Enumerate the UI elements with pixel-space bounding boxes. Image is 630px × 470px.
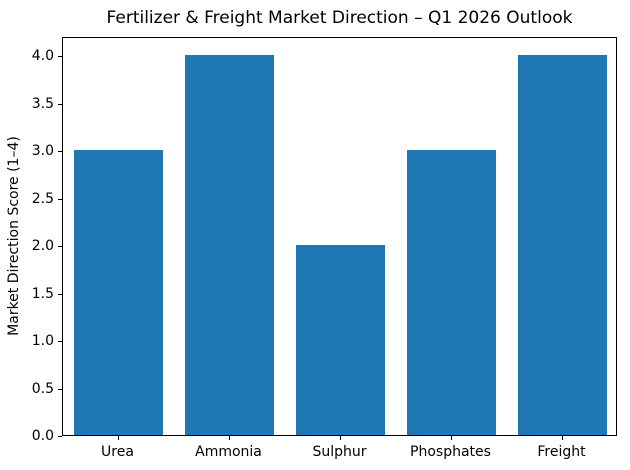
y-tick-label: 4.0 — [31, 48, 54, 64]
y-axis-label: Market Direction Score (1–4) — [6, 136, 22, 336]
y-tick-mark — [58, 198, 62, 200]
y-tick-mark — [58, 436, 62, 437]
bar-freight — [518, 55, 607, 435]
bar-urea — [74, 150, 163, 435]
y-tick-label: 1.0 — [31, 333, 54, 349]
bar-phosphates — [407, 150, 496, 435]
y-tick-mark — [58, 246, 62, 247]
plot-area — [62, 37, 617, 436]
bar-sulphur — [296, 245, 385, 435]
x-tick-mark — [228, 436, 230, 440]
y-tick-label: 2.5 — [31, 190, 54, 207]
y-tick-mark — [58, 103, 62, 105]
y-tick-label: 0.5 — [31, 380, 54, 397]
y-tick-label: 3.0 — [31, 143, 54, 159]
chart-title: Fertilizer & Freight Market Direction – … — [106, 8, 573, 28]
x-tick-label-phosphates: Phosphates — [410, 444, 491, 460]
x-tick-label-ammonia: Ammonia — [195, 444, 262, 460]
y-tick-mark — [58, 293, 62, 295]
y-tick-label: 0.0 — [31, 428, 54, 444]
y-tick-label: 1.5 — [31, 285, 54, 302]
x-tick-mark — [339, 436, 341, 440]
x-tick-label-urea: Urea — [101, 444, 134, 460]
y-tick-mark — [58, 341, 62, 342]
x-tick-label-sulphur: Sulphur — [312, 444, 367, 460]
x-tick-label-freight: Freight — [537, 444, 586, 460]
x-tick-mark — [450, 436, 452, 440]
y-tick-mark — [58, 56, 62, 57]
y-tick-mark — [58, 151, 62, 152]
y-tick-label: 3.5 — [31, 95, 54, 112]
y-tick-mark — [58, 388, 62, 390]
x-tick-mark — [117, 436, 119, 440]
bar-ammonia — [185, 55, 274, 435]
x-tick-mark — [561, 436, 563, 440]
y-tick-label: 2.0 — [31, 238, 54, 254]
